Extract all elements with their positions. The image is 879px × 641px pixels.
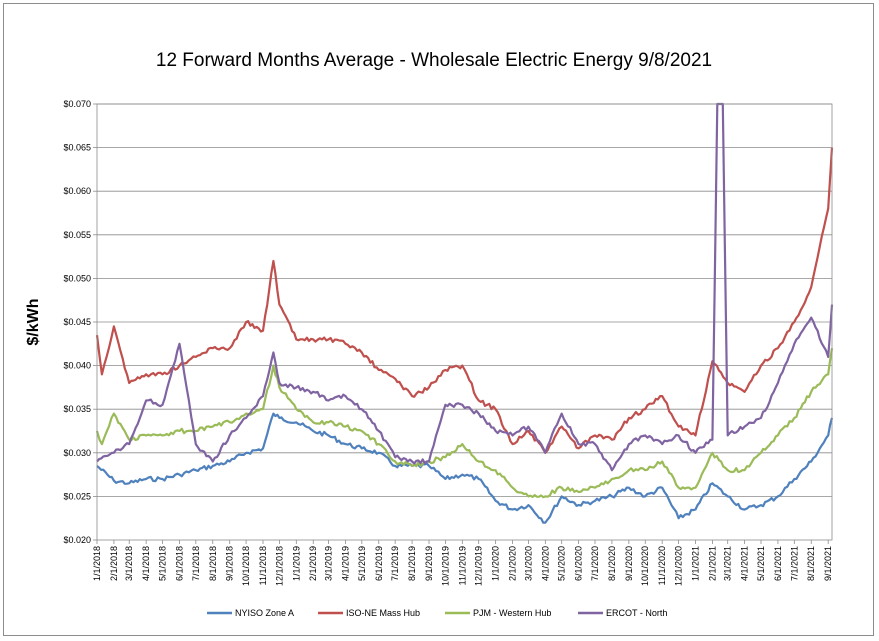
plot-area-border <box>96 103 833 541</box>
legend-label: ISO-NE Mass Hub <box>346 608 420 618</box>
x-tick-label: 1/1/2020 <box>491 546 501 581</box>
x-tick-label: 4/1/2019 <box>340 546 350 581</box>
x-tick-label: 11/1/2018 <box>258 546 268 585</box>
y-tick-label: $0.065 <box>63 143 91 153</box>
x-axis-ticks: 1/1/2018 2/1/2018 3/1/2018 4/1/2018 5/1/2018… <box>92 540 833 586</box>
x-tick-label: 12/1/2018 <box>274 546 284 586</box>
y-tick-label: $0.055 <box>63 230 91 240</box>
x-tick-label: 2/1/2020 <box>508 546 518 581</box>
y-tick-label: $0.045 <box>63 317 91 327</box>
legend-label: PJM - Western Hub <box>473 608 551 618</box>
x-tick-label: 6/1/2018 <box>174 546 184 581</box>
x-tick-label: 7/1/2020 <box>590 546 600 581</box>
x-tick-label: 8/1/2018 <box>208 546 218 581</box>
x-tick-label: 11/1/2019 <box>457 546 467 585</box>
x-tick-label: 1/1/2018 <box>92 546 102 581</box>
x-tick-label: 6/1/2020 <box>574 546 584 581</box>
legend-label: ERCOT - North <box>606 608 667 618</box>
y-tick-label: $0.020 <box>63 535 91 545</box>
x-tick-label: 11/1/2020 <box>657 546 667 585</box>
x-tick-label: 3/1/2021 <box>723 546 733 581</box>
series-line-pjm-western-hub <box>95 348 834 499</box>
x-tick-label: 1/1/2019 <box>291 546 301 581</box>
x-tick-label: 2/1/2021 <box>707 546 717 581</box>
x-tick-label: 7/1/2021 <box>789 546 799 581</box>
y-tick-label: $0.060 <box>63 186 91 196</box>
x-tick-label: 12/1/2020 <box>674 546 684 586</box>
chart-title: 12 Forward Months Average - Wholesale El… <box>156 50 712 71</box>
x-tick-label: 3/1/2018 <box>124 546 134 581</box>
x-tick-label: 8/1/2021 <box>806 546 816 581</box>
y-tick-label: $0.025 <box>63 491 91 501</box>
legend: NYISO Zone A ISO-NE Mass Hub PJM - Western… <box>207 608 667 618</box>
x-tick-label: 1/1/2021 <box>690 546 700 581</box>
x-tick-label: 9/1/2018 <box>225 546 235 581</box>
series-line-nyiso-zone-a <box>96 412 834 524</box>
y-axis-label: $/kWh <box>25 298 42 345</box>
x-tick-label: 12/1/2019 <box>474 546 484 586</box>
x-tick-label: 10/1/2020 <box>640 546 650 586</box>
y-tick-label: $0.050 <box>63 273 91 283</box>
x-tick-label: 2/1/2018 <box>109 546 119 581</box>
x-tick-label: 8/1/2019 <box>407 546 417 581</box>
x-tick-label: 10/1/2019 <box>440 546 450 586</box>
x-tick-label: 4/1/2018 <box>141 546 151 581</box>
series-line-iso-ne-mass-hub <box>95 147 834 454</box>
y-tick-label: $0.035 <box>63 404 91 414</box>
x-tick-label: 5/1/2020 <box>557 546 567 581</box>
y-tick-label: $0.040 <box>63 361 91 371</box>
x-tick-label: 9/1/2020 <box>624 546 634 581</box>
x-tick-label: 6/1/2021 <box>773 546 783 581</box>
y-tick-label: $0.070 <box>63 99 91 109</box>
x-tick-label: 3/1/2019 <box>324 546 334 581</box>
x-tick-label: 7/1/2019 <box>390 546 400 581</box>
x-tick-label: 9/1/2021 <box>823 546 833 581</box>
x-tick-label: 6/1/2019 <box>374 546 384 581</box>
x-tick-label: 5/1/2021 <box>756 546 766 581</box>
series-line-ercot-north <box>96 102 834 472</box>
series-lines <box>95 102 834 524</box>
x-tick-label: 2/1/2019 <box>308 546 318 581</box>
y-axis-ticks: $0.020 $0.025 $0.030 $0.035 $0.040 $0.045 $0.0… <box>63 99 97 545</box>
x-tick-label: 9/1/2019 <box>424 546 434 581</box>
x-tick-label: 5/1/2018 <box>158 546 168 581</box>
gridlines <box>97 103 832 497</box>
x-tick-label: 4/1/2020 <box>540 546 550 581</box>
x-tick-label: 3/1/2020 <box>523 546 533 581</box>
axes <box>96 103 833 541</box>
x-tick-label: 5/1/2019 <box>357 546 367 581</box>
chart-frame <box>3 3 874 636</box>
legend-label: NYISO Zone A <box>235 608 294 618</box>
x-tick-label: 10/1/2018 <box>241 546 251 586</box>
y-tick-label: $0.030 <box>63 448 91 458</box>
x-tick-label: 4/1/2021 <box>740 546 750 581</box>
x-tick-label: 8/1/2020 <box>607 546 617 581</box>
x-tick-label: 7/1/2018 <box>191 546 201 581</box>
